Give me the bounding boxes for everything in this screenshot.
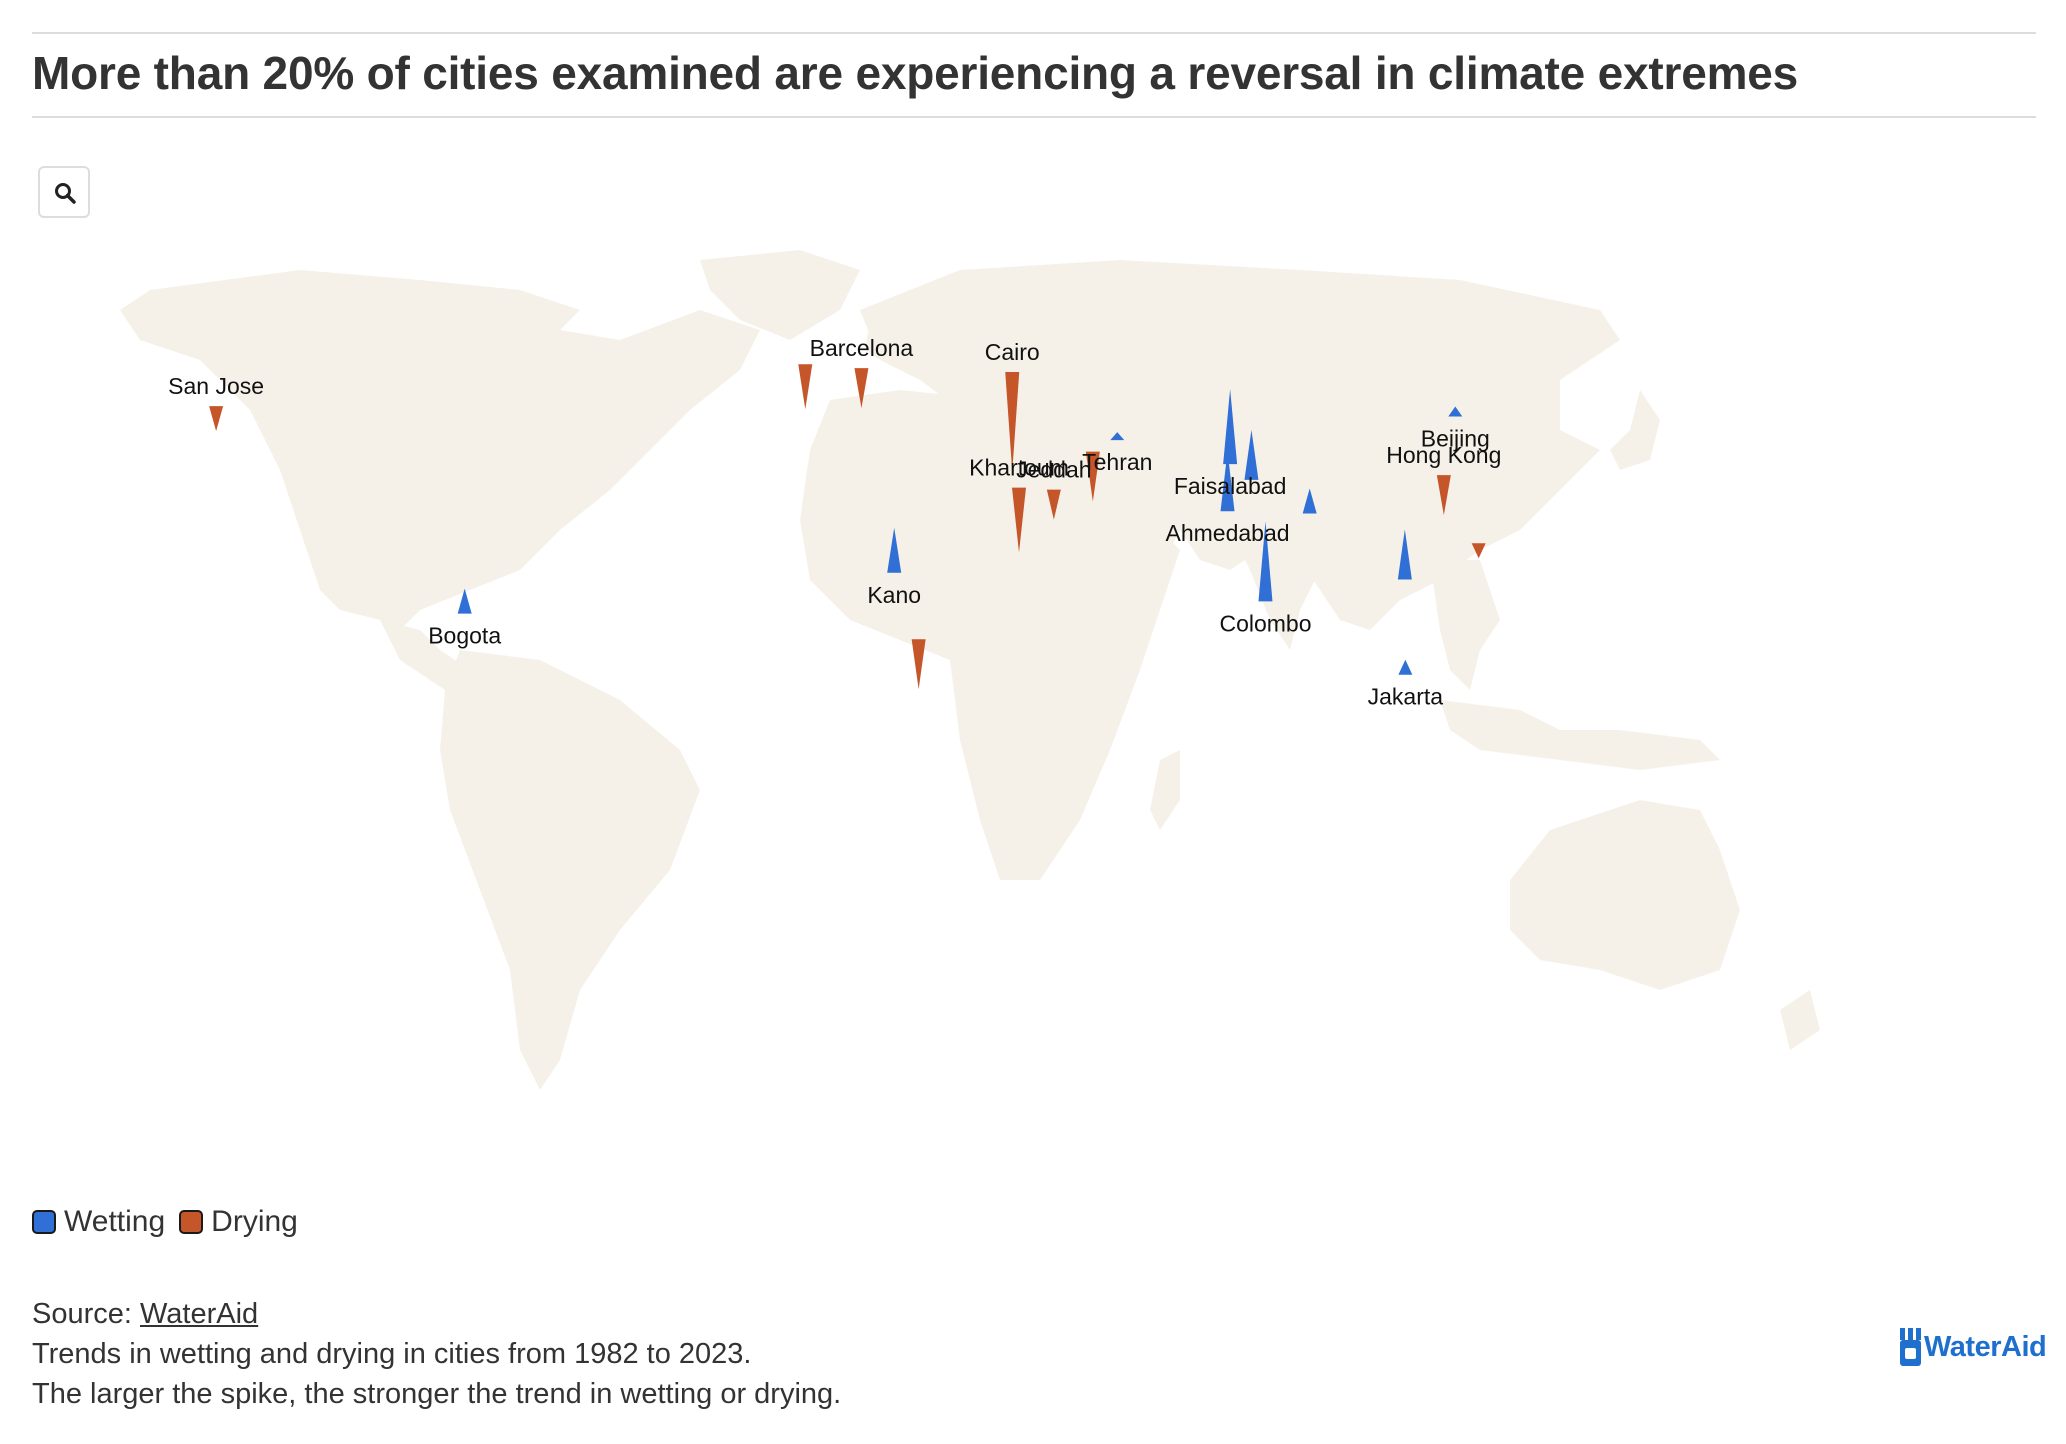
brand-name: WaterAid [1924, 1330, 2047, 1363]
city-spike-hong-kong[interactable] [1436, 475, 1451, 516]
australia-land [1510, 800, 1740, 990]
legend-swatch-wetting [32, 1210, 56, 1234]
city-spike-san-jose[interactable] [209, 406, 224, 432]
city-label-tehran: Tehran [1082, 449, 1152, 475]
city-label-san-jose: San Jose [168, 373, 264, 399]
city-spike-barcelona[interactable] [854, 368, 869, 409]
city-label-colombo: Colombo [1219, 610, 1311, 636]
city-label-khartoum: Khartoum [969, 455, 1069, 481]
page-title: More than 20% of cities examined are exp… [32, 47, 1799, 99]
city-spike-delhi[interactable] [1244, 429, 1259, 480]
africa-land [800, 390, 1180, 880]
city-spike-porto[interactable] [798, 364, 813, 410]
southeast-asia-land [1430, 560, 1500, 690]
title-underline [32, 116, 2036, 118]
wateraid-logo-icon [1900, 1328, 1921, 1366]
india-land [1230, 500, 1340, 650]
arabia-land [1080, 460, 1190, 560]
footer-note-1: Trends in wetting and drying in cities f… [32, 1338, 752, 1370]
footer-notes: Source: WaterAid Trends in wetting and d… [32, 1294, 841, 1414]
south-america-land [440, 650, 700, 1090]
city-label-jakarta: Jakarta [1368, 684, 1444, 710]
city-label-kano: Kano [867, 582, 921, 608]
city-spike-beijing[interactable] [1448, 406, 1463, 417]
city-spike-jeddah[interactable] [1046, 489, 1061, 520]
city-spike-cairo[interactable] [1005, 372, 1020, 472]
land-masses [120, 250, 1820, 1090]
greenland-land [700, 250, 860, 340]
city-spike-colombo[interactable] [1258, 521, 1273, 602]
search-icon [55, 183, 76, 204]
city-spike-bogota[interactable] [457, 588, 472, 614]
zoom-search-button[interactable] [38, 166, 90, 218]
city-label-faisalabad: Faisalabad [1174, 473, 1287, 499]
japan-land [1610, 390, 1660, 470]
legend-label-drying: Drying [211, 1205, 298, 1238]
legend-item-wetting[interactable]: Wetting [32, 1205, 165, 1239]
city-spike-riyadh[interactable] [1085, 451, 1100, 502]
eurasia-land [860, 260, 1620, 630]
city-label-barcelona: Barcelona [810, 335, 914, 361]
source-line: Source: WaterAid [32, 1294, 841, 1334]
city-label-beijing: Beijing [1421, 426, 1490, 452]
north-america-land [120, 270, 760, 630]
source-link[interactable]: WaterAid [140, 1298, 259, 1330]
legend-label-wetting: Wetting [64, 1205, 166, 1238]
madagascar-land [1150, 750, 1180, 830]
top-rule [32, 32, 2036, 34]
legend-swatch-drying [179, 1210, 204, 1234]
city-spike-khartoum[interactable] [1012, 487, 1026, 553]
city-spike-ahmedabad[interactable] [1220, 451, 1235, 512]
city-label-cairo: Cairo [985, 339, 1040, 365]
city-spike-jakarta[interactable] [1398, 659, 1413, 675]
world-map[interactable]: San Jose Bogota Barcelona Cairo JeddahKharto… [0, 230, 2066, 1170]
legend-item-drying[interactable]: Drying [179, 1205, 298, 1239]
city-label-jeddah: Jeddah [1016, 457, 1091, 483]
city-spike-kolkata[interactable] [1302, 488, 1317, 514]
city-spikes[interactable] [209, 364, 1486, 690]
wateraid-brand[interactable]: WaterAid [1898, 1326, 2047, 1368]
footer-note-2: The larger the spike, the stronger the t… [32, 1378, 842, 1410]
city-spike-tehran[interactable] [1110, 432, 1125, 441]
city-spike-kano[interactable] [887, 527, 902, 573]
city-spike-luanda[interactable] [911, 639, 926, 690]
city-spike-ho-chi-minh-city[interactable] [1397, 529, 1412, 580]
source-prefix: Source: [32, 1298, 140, 1330]
city-spike-faisalabad[interactable] [1223, 389, 1238, 465]
uk-land [865, 310, 900, 360]
legend: Wetting Drying [32, 1205, 312, 1239]
city-label-ahmedabad: Ahmedabad [1165, 520, 1289, 546]
indonesia-land [1440, 700, 1720, 770]
new-zealand-land [1780, 990, 1820, 1050]
city-labels: San Jose Bogota Barcelona Cairo JeddahKharto… [168, 335, 1501, 710]
city-label-bogota: Bogota [428, 623, 501, 649]
city-label-hong-kong: Hong Kong [1386, 442, 1501, 468]
city-spike-manila[interactable] [1471, 543, 1486, 559]
